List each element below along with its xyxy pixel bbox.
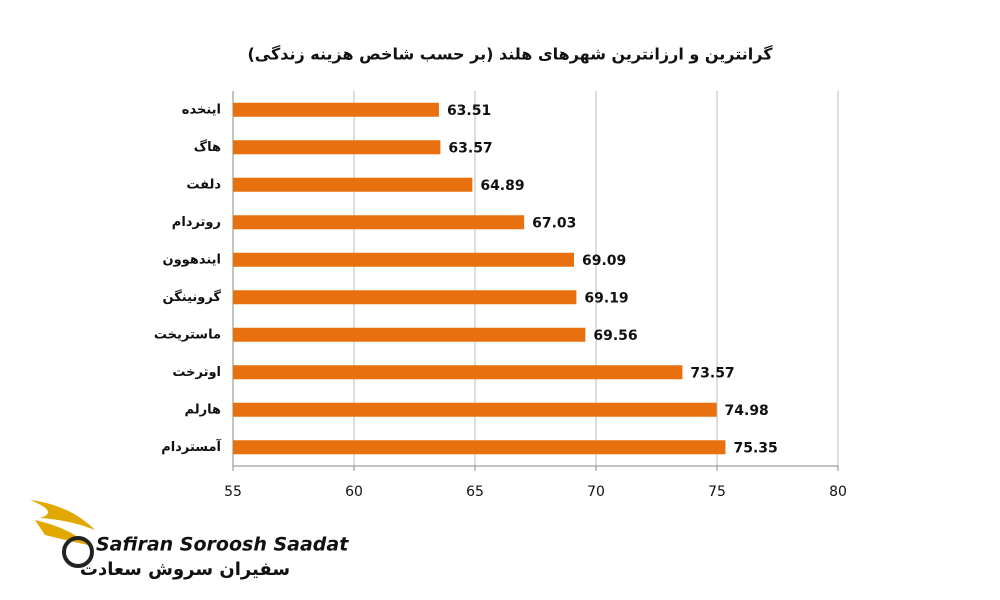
logo-text-fa: سفیران سروش سعادت <box>80 559 290 580</box>
y-tick-label: گرونینگن <box>163 289 222 305</box>
bar <box>233 140 441 155</box>
x-tick-label: 65 <box>466 484 484 500</box>
value-label: 69.09 <box>582 253 626 269</box>
y-tick-label: هاگ <box>194 138 221 155</box>
chart-title: گرانترین و ارزانترین شهرهای هلند (بر حسب… <box>247 45 773 64</box>
bar <box>233 440 726 455</box>
value-label: 67.03 <box>532 215 576 231</box>
value-label: 63.51 <box>447 103 491 119</box>
y-tick-label: دلفت <box>186 177 221 192</box>
y-tick-label: ماستریخت <box>154 327 221 342</box>
x-tick-label: 80 <box>829 484 847 500</box>
value-label: 73.57 <box>690 365 734 381</box>
y-tick-label: هارلم <box>185 402 221 417</box>
x-tick-label: 60 <box>345 484 363 500</box>
y-tick-label: ایندهوون <box>163 252 222 267</box>
logo-text: Safiran Soroosh Saadat <box>96 534 349 556</box>
y-tick-label: آمستردام <box>161 438 221 455</box>
bar <box>233 215 525 230</box>
logo: Safiran Soroosh Saadat سفیران سروش سعادت <box>30 500 349 580</box>
value-label: 63.57 <box>448 140 492 156</box>
bar <box>233 365 683 380</box>
bar <box>233 327 586 342</box>
x-tick-label: 75 <box>708 484 726 500</box>
x-tick-label: 70 <box>587 484 605 500</box>
value-label: 64.89 <box>480 178 524 194</box>
value-label: 74.98 <box>725 403 769 419</box>
value-label: 69.56 <box>593 328 637 344</box>
y-tick-label: اینخده <box>182 102 221 117</box>
logo-mark <box>62 536 94 568</box>
bar <box>233 290 577 305</box>
y-tick-label: اوترخت <box>172 365 221 380</box>
value-label: 75.35 <box>733 440 777 456</box>
bar <box>233 402 717 417</box>
bar <box>233 252 574 267</box>
value-label: 69.19 <box>584 290 628 306</box>
bar <box>233 102 439 117</box>
y-tick-label: روتردام <box>172 215 221 230</box>
bar <box>233 177 473 192</box>
x-tick-label: 55 <box>224 484 242 500</box>
logo-wing <box>30 500 95 530</box>
